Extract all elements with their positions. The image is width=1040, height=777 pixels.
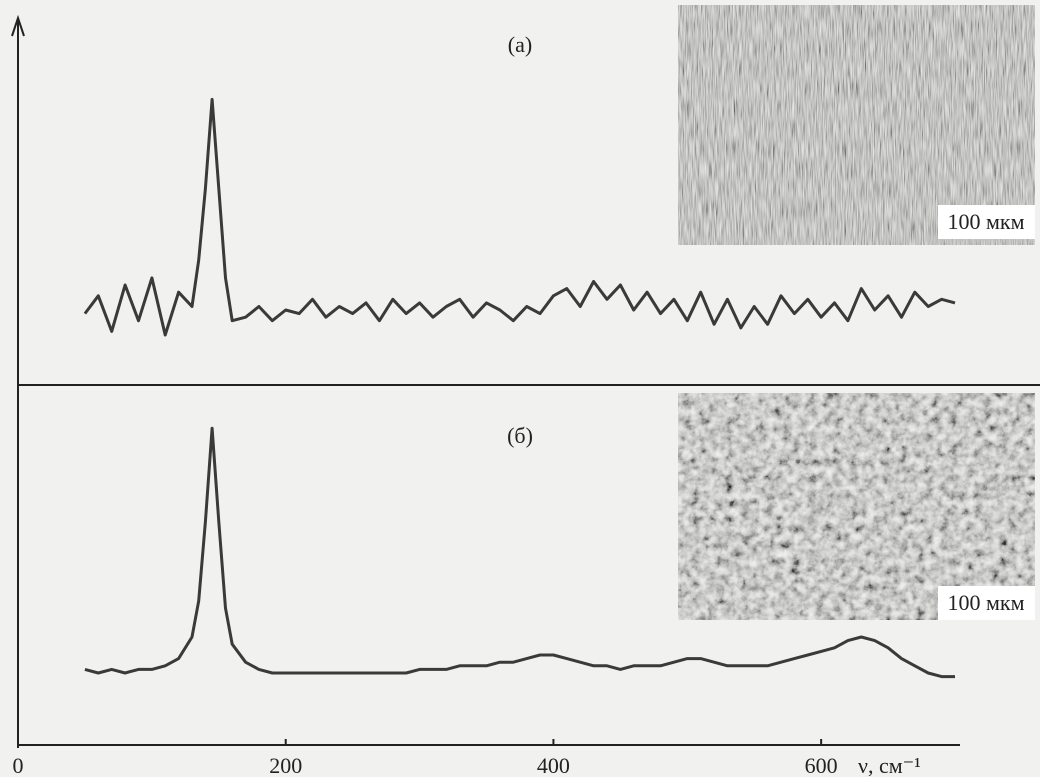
x-tick-label: 600 [805,753,838,777]
x-tick-label: 200 [269,753,302,777]
micrograph-b [678,393,1035,620]
scale-label: 100 мкм [947,590,1024,615]
y-axis-arrow [11,14,25,37]
panel-label: (а) [508,32,532,57]
scale-box-b [938,586,1035,620]
x-tick-label: 0 [13,753,24,777]
spectrum-line [83,97,956,337]
x-tick-label: 400 [537,753,570,777]
panel-label: (б) [507,423,533,448]
spectrum-line [84,426,955,679]
scale-box-a [938,205,1035,239]
x-axis-label: ν, см⁻¹ [858,753,921,777]
scale-label: 100 мкм [947,209,1024,234]
